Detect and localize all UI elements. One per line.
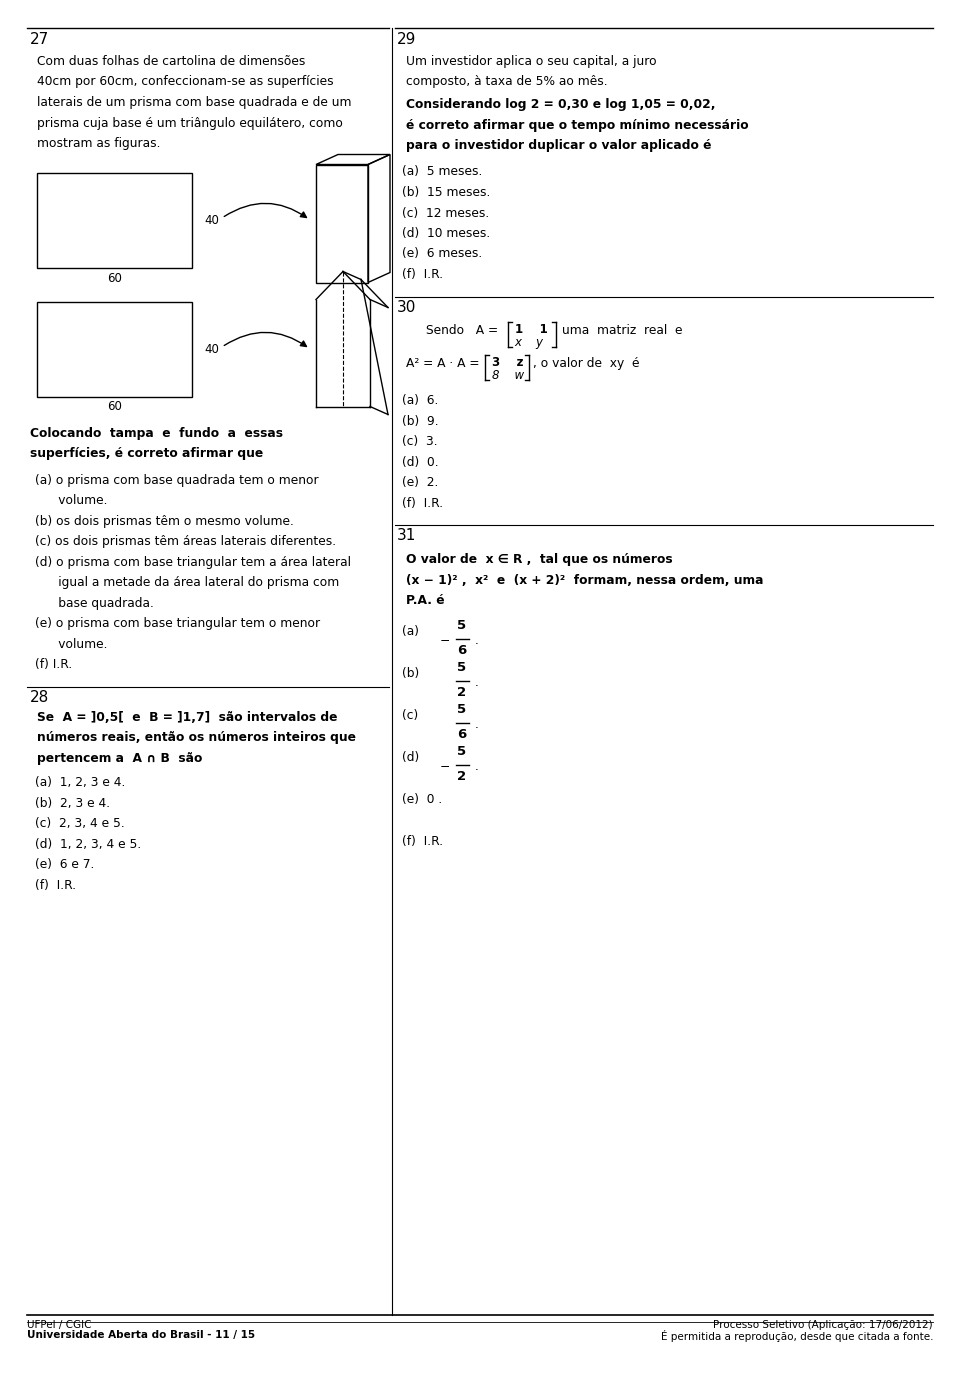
Text: (e)  6 meses.: (e) 6 meses. [401, 248, 482, 260]
Text: (d) o prisma com base triangular tem a área lateral: (d) o prisma com base triangular tem a á… [35, 556, 351, 568]
Text: (c)  2, 3, 4 e 5.: (c) 2, 3, 4 e 5. [35, 818, 125, 830]
Text: (c)  12 meses.: (c) 12 meses. [401, 206, 489, 220]
Text: pertencem a  A ∩ B  são: pertencem a A ∩ B são [36, 752, 203, 765]
Text: UFPel / CGIC: UFPel / CGIC [27, 1321, 91, 1330]
Text: uma  matriz  real  e: uma matriz real e [562, 325, 683, 337]
Text: (f)  I.R.: (f) I.R. [401, 497, 443, 510]
Text: (f)  I.R.: (f) I.R. [401, 267, 443, 281]
Text: .: . [474, 717, 478, 731]
Text: 60: 60 [107, 272, 122, 284]
Text: 8    w: 8 w [492, 369, 524, 382]
Text: números reais, então os números inteiros que: números reais, então os números inteiros… [36, 731, 356, 744]
Text: 5: 5 [457, 745, 467, 758]
Text: −: − [440, 634, 450, 646]
Text: , o valor de  xy  é: , o valor de xy é [533, 357, 639, 371]
Text: É permitida a reprodução, desde que citada a fonte.: É permitida a reprodução, desde que cita… [660, 1330, 933, 1341]
Text: superfícies, é correto afirmar que: superfícies, é correto afirmar que [30, 447, 263, 460]
Text: (d)  1, 2, 3, 4 e 5.: (d) 1, 2, 3, 4 e 5. [35, 837, 141, 851]
Text: .: . [474, 761, 478, 773]
Text: O valor de  x ∈ R ,  tal que os números: O valor de x ∈ R , tal que os números [406, 553, 672, 566]
Text: 2: 2 [457, 687, 467, 699]
Text: P.A. é: P.A. é [406, 595, 444, 607]
Text: (c) os dois prismas têm áreas laterais diferentes.: (c) os dois prismas têm áreas laterais d… [35, 535, 336, 549]
Text: .: . [474, 676, 478, 690]
Text: (b) os dois prismas têm o mesmo volume.: (b) os dois prismas têm o mesmo volume. [35, 514, 294, 528]
Text: (c): (c) [401, 709, 418, 722]
Text: (a)  6.: (a) 6. [401, 394, 438, 407]
Text: 5: 5 [457, 660, 467, 674]
Bar [316, 164, 368, 283]
Text: Se  A = ]0,5[  e  B = ]1,7]  são intervalos de: Se A = ]0,5[ e B = ]1,7] são intervalos … [36, 710, 337, 723]
Text: (b)  9.: (b) 9. [401, 415, 439, 428]
Text: 60: 60 [107, 401, 122, 414]
Text: 6: 6 [457, 729, 467, 741]
Text: Considerando log 2 = 0,30 e log 1,05 = 0,02,: Considerando log 2 = 0,30 e log 1,05 = 0… [406, 98, 715, 111]
Text: (d)  10 meses.: (d) 10 meses. [401, 227, 490, 240]
Text: 40cm por 60cm, confeccionam-se as superfícies: 40cm por 60cm, confeccionam-se as superf… [36, 75, 333, 89]
Text: 31: 31 [396, 528, 416, 543]
Text: 29: 29 [396, 32, 416, 47]
Text: Processo Seletivo (Aplicação: 17/06/2012): Processo Seletivo (Aplicação: 17/06/2012… [713, 1321, 933, 1330]
Text: (c)  3.: (c) 3. [401, 435, 438, 449]
Text: volume.: volume. [35, 638, 108, 651]
Text: (a): (a) [401, 624, 419, 638]
Text: (e)  6 e 7.: (e) 6 e 7. [35, 858, 94, 871]
Text: 30: 30 [396, 299, 416, 315]
Text: Universidade Aberta do Brasil - 11 / 15: Universidade Aberta do Brasil - 11 / 15 [27, 1330, 255, 1340]
Text: (f) I.R.: (f) I.R. [35, 657, 72, 671]
Text: 27: 27 [30, 32, 49, 47]
Text: (d): (d) [401, 751, 419, 763]
Text: 5: 5 [457, 703, 467, 716]
Text: igual a metade da área lateral do prisma com: igual a metade da área lateral do prisma… [35, 577, 339, 589]
Bar [36, 301, 192, 397]
Text: (e) o prisma com base triangular tem o menor: (e) o prisma com base triangular tem o m… [35, 617, 320, 630]
Text: Com duas folhas de cartolina de dimensões: Com duas folhas de cartolina de dimensõe… [36, 54, 305, 68]
Text: (b)  2, 3 e 4.: (b) 2, 3 e 4. [35, 797, 110, 809]
Text: para o investidor duplicar o valor aplicado é: para o investidor duplicar o valor aplic… [406, 139, 711, 152]
Text: 3    z: 3 z [492, 357, 523, 369]
Text: laterais de um prisma com base quadrada e de um: laterais de um prisma com base quadrada … [36, 96, 351, 109]
Text: (a)  1, 2, 3 e 4.: (a) 1, 2, 3 e 4. [35, 776, 125, 790]
Text: é correto afirmar que o tempo mínimo necessário: é correto afirmar que o tempo mínimo nec… [406, 118, 748, 131]
Text: 2: 2 [457, 770, 467, 783]
Text: (x − 1)² ,  x²  e  (x + 2)²  formam, nessa ordem, uma: (x − 1)² , x² e (x + 2)² formam, nessa o… [406, 574, 763, 586]
Text: (b): (b) [401, 667, 419, 680]
Text: (e)  0 .: (e) 0 . [401, 793, 442, 805]
Text: mostram as figuras.: mostram as figuras. [36, 137, 160, 150]
Text: 5: 5 [457, 618, 467, 632]
Text: (a)  5 meses.: (a) 5 meses. [401, 166, 482, 178]
Text: (e)  2.: (e) 2. [401, 476, 438, 489]
Text: 40: 40 [204, 215, 219, 227]
Text: A² = A · A =: A² = A · A = [406, 357, 479, 371]
Text: 1    1: 1 1 [515, 323, 547, 337]
Text: (d)  0.: (d) 0. [401, 456, 439, 468]
Text: prisma cuja base é um triângulo equilátero, como: prisma cuja base é um triângulo equiláte… [36, 117, 343, 130]
Text: −: − [440, 761, 450, 773]
Text: 6: 6 [457, 645, 467, 657]
Text: x    y: x y [515, 336, 543, 348]
Text: Sendo   A =: Sendo A = [425, 325, 498, 337]
Text: Colocando  tampa  e  fundo  a  essas: Colocando tampa e fundo a essas [30, 426, 283, 440]
Text: base quadrada.: base quadrada. [35, 596, 154, 610]
Text: Um investidor aplica o seu capital, a juro: Um investidor aplica o seu capital, a ju… [406, 54, 657, 68]
Text: volume.: volume. [35, 495, 108, 507]
Text: (f)  I.R.: (f) I.R. [35, 879, 76, 892]
Text: 40: 40 [204, 343, 219, 357]
Text: 28: 28 [30, 690, 49, 705]
Text: (b)  15 meses.: (b) 15 meses. [401, 187, 490, 199]
Text: .: . [474, 634, 478, 646]
Text: (f)  I.R.: (f) I.R. [401, 834, 443, 848]
Text: composto, à taxa de 5% ao mês.: composto, à taxa de 5% ao mês. [406, 75, 608, 89]
Bar [36, 173, 192, 267]
Text: (a) o prisma com base quadrada tem o menor: (a) o prisma com base quadrada tem o men… [35, 474, 319, 486]
